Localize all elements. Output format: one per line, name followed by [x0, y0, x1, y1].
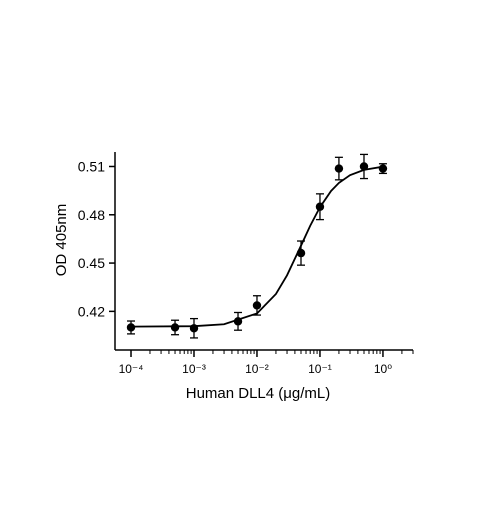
data-point: [359, 162, 369, 171]
data-point: [315, 202, 325, 211]
data-point: [252, 301, 262, 310]
data-point: [378, 164, 388, 173]
y-axis-label: OD 405nm: [53, 204, 70, 277]
y-tick-label: 0.48: [78, 207, 105, 223]
x-tick-label: 10⁻³: [182, 362, 206, 376]
data-point: [189, 324, 199, 333]
data-point: [233, 317, 243, 326]
data-point: [334, 164, 344, 173]
x-tick-label: 10⁻¹: [308, 362, 332, 376]
y-tick-label: 0.42: [78, 303, 105, 319]
data-point: [296, 248, 306, 258]
x-tick-label: 10⁻⁴: [119, 362, 144, 376]
x-tick-label: 10⁰: [374, 362, 392, 376]
data-point: [170, 323, 180, 332]
x-axis-label: Human DLL4 (μg/mL): [186, 385, 331, 402]
x-tick-label: 10⁻²: [245, 362, 269, 376]
fit-curve: [131, 165, 384, 328]
y-tick-label: 0.45: [78, 255, 105, 271]
data-point: [126, 323, 136, 332]
y-tick-label: 0.51: [78, 158, 105, 174]
